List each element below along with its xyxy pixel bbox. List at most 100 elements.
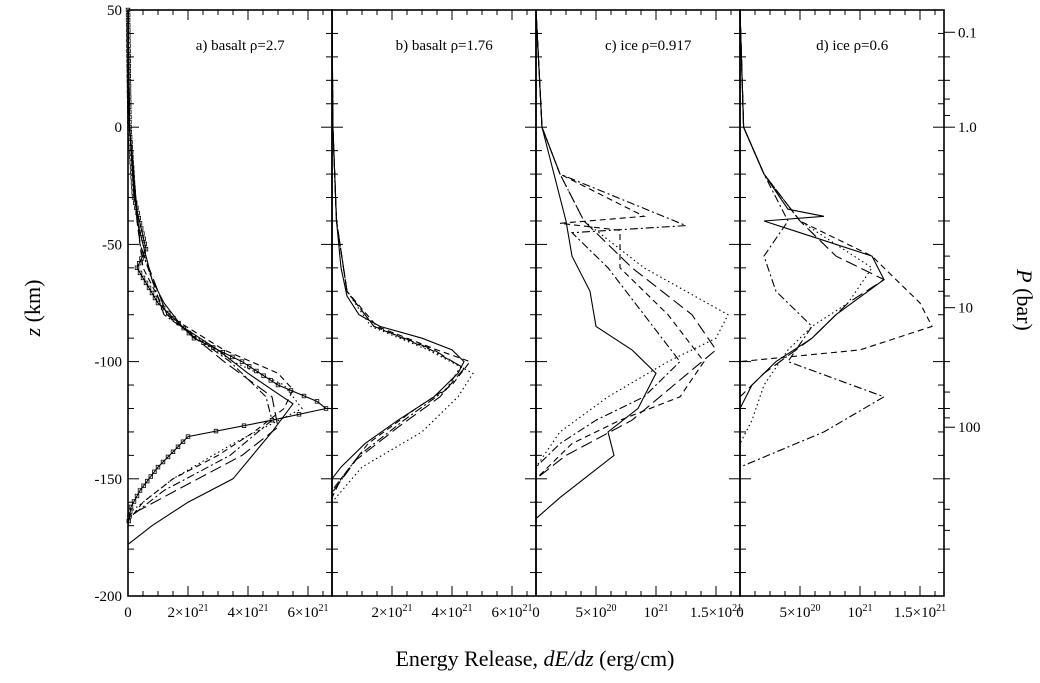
series-line-solid — [535, 9, 657, 520]
data-point — [160, 459, 166, 465]
data-point — [323, 406, 329, 411]
right-axis-title-var: P — [1012, 268, 1037, 282]
panel-label: a) basalt ρ=2.7 — [196, 38, 285, 54]
panel-frame — [739, 9, 945, 597]
y-axis-title: z (km) — [20, 280, 45, 338]
x-tick-label: 0 — [736, 605, 744, 621]
x-axis-title-prefix: Energy Release, — [395, 646, 543, 671]
data-point — [152, 295, 158, 301]
series-line-dashdot — [331, 9, 462, 491]
x-tick-label: 4×1021 — [228, 603, 269, 621]
data-point — [137, 488, 143, 493]
data-point — [175, 444, 181, 449]
series-line-solid — [127, 9, 294, 545]
data-point — [314, 399, 320, 404]
right-axis-title: P (bar) — [1012, 268, 1037, 331]
data-point — [146, 285, 152, 291]
series-line-longdash — [535, 9, 717, 480]
x-axis-title: Energy Release, dE/dz (erg/cm) — [395, 646, 674, 671]
data-point — [152, 469, 157, 474]
data-point — [134, 265, 140, 270]
data-point — [128, 504, 134, 510]
data-point — [170, 449, 176, 454]
x-tick-label: 1.5×1021 — [690, 603, 742, 621]
data-point — [165, 454, 171, 460]
panels: -200 -150 -100 -50 0 50 0 2×1021 4×1021 6×1021 a) … — [95, 3, 947, 621]
series-line-longdash — [127, 9, 279, 517]
data-point — [239, 359, 245, 364]
data-point — [296, 412, 302, 417]
x-axis-title-unit: (erg/cm) — [594, 646, 675, 671]
data-point — [213, 428, 219, 434]
data-point — [230, 354, 235, 360]
pressure-tick-label: 0.1 — [958, 25, 977, 41]
x-tick-label: 5×1020 — [576, 603, 617, 621]
x-tick-label: 6×1021 — [288, 603, 329, 621]
panel-frame — [331, 9, 537, 597]
x-axis-title-var: dE/dz — [544, 646, 595, 671]
series-line-solid — [331, 9, 465, 480]
x-tick-label: 6×1021 — [492, 603, 533, 621]
series-line-dashdot — [535, 9, 687, 468]
y-tick-label: -50 — [102, 237, 122, 253]
data-point — [134, 493, 140, 499]
data-point — [180, 439, 186, 444]
y-tick-label: 0 — [115, 120, 123, 136]
data-point — [140, 275, 146, 281]
panel-label: d) ice ρ=0.6 — [816, 38, 889, 54]
series-line-longdash — [331, 9, 465, 494]
data-point — [155, 300, 161, 306]
y-axis-title-var: z — [20, 327, 45, 337]
series-line-dotted — [739, 9, 873, 444]
panel-3: 0 5×1020 1021 1.5×1021 c) ice ρ=0.917 — [532, 9, 742, 621]
data-point — [149, 290, 155, 296]
panel-1: -200 -150 -100 -50 0 50 0 2×1021 4×1021 6×1021 a) … — [95, 3, 333, 621]
data-point — [241, 423, 247, 428]
data-point — [185, 434, 191, 439]
series-line-longdash — [739, 9, 886, 398]
panel-4: 0 5×1020 1021 1.5×1021 d) ice ρ=0.6 — [736, 9, 946, 621]
data-point — [143, 280, 149, 286]
data-point — [144, 478, 150, 484]
data-point — [301, 393, 307, 399]
x-tick-label: 1021 — [644, 603, 669, 621]
x-tick-label: 0 — [124, 605, 132, 621]
x-tick-label: 1021 — [848, 603, 873, 621]
x-tick-label: 2×1021 — [372, 603, 413, 621]
panel-2: 2×1021 4×1021 6×1021 b) basalt ρ=1.76 — [331, 9, 537, 621]
data-point — [127, 509, 133, 514]
right-axis-title-unit: (bar) — [1012, 283, 1037, 331]
x-tick-label: 1.5×1021 — [894, 603, 946, 621]
data-point — [141, 483, 146, 488]
data-point — [130, 170, 135, 175]
data-point — [275, 382, 281, 388]
panel-frame — [535, 9, 741, 597]
data-point — [136, 260, 142, 266]
data-point — [268, 378, 273, 383]
pressure-tick-label: 1.0 — [958, 120, 977, 136]
y-tick-label: -200 — [95, 589, 123, 605]
y-tick-label: -100 — [95, 355, 123, 371]
data-point — [137, 270, 143, 276]
y-tick-label: -150 — [95, 472, 123, 488]
data-point — [148, 474, 153, 479]
pressure-axis: 0.1 1.0 10 100 — [944, 25, 981, 550]
panel-label: b) basalt ρ=1.76 — [396, 38, 494, 54]
series-line-solid — [127, 9, 328, 526]
x-tick-label: 2×1021 — [168, 603, 209, 621]
series-line-dashed — [535, 9, 705, 480]
pressure-tick-label: 100 — [958, 420, 981, 436]
series-line-dotted — [127, 9, 303, 515]
series-line-dashdot — [127, 9, 273, 520]
series-line-dotted — [535, 9, 729, 468]
x-tick-label: 4×1021 — [432, 603, 473, 621]
data-point — [246, 364, 252, 369]
panel-label: c) ice ρ=0.917 — [605, 38, 692, 54]
pressure-tick-label: 10 — [958, 301, 973, 317]
y-tick-label: 50 — [107, 3, 122, 19]
series-line-dotted — [331, 9, 474, 503]
data-point — [261, 373, 266, 378]
y-axis-title-unit: (km) — [20, 280, 45, 328]
data-point — [155, 464, 161, 470]
